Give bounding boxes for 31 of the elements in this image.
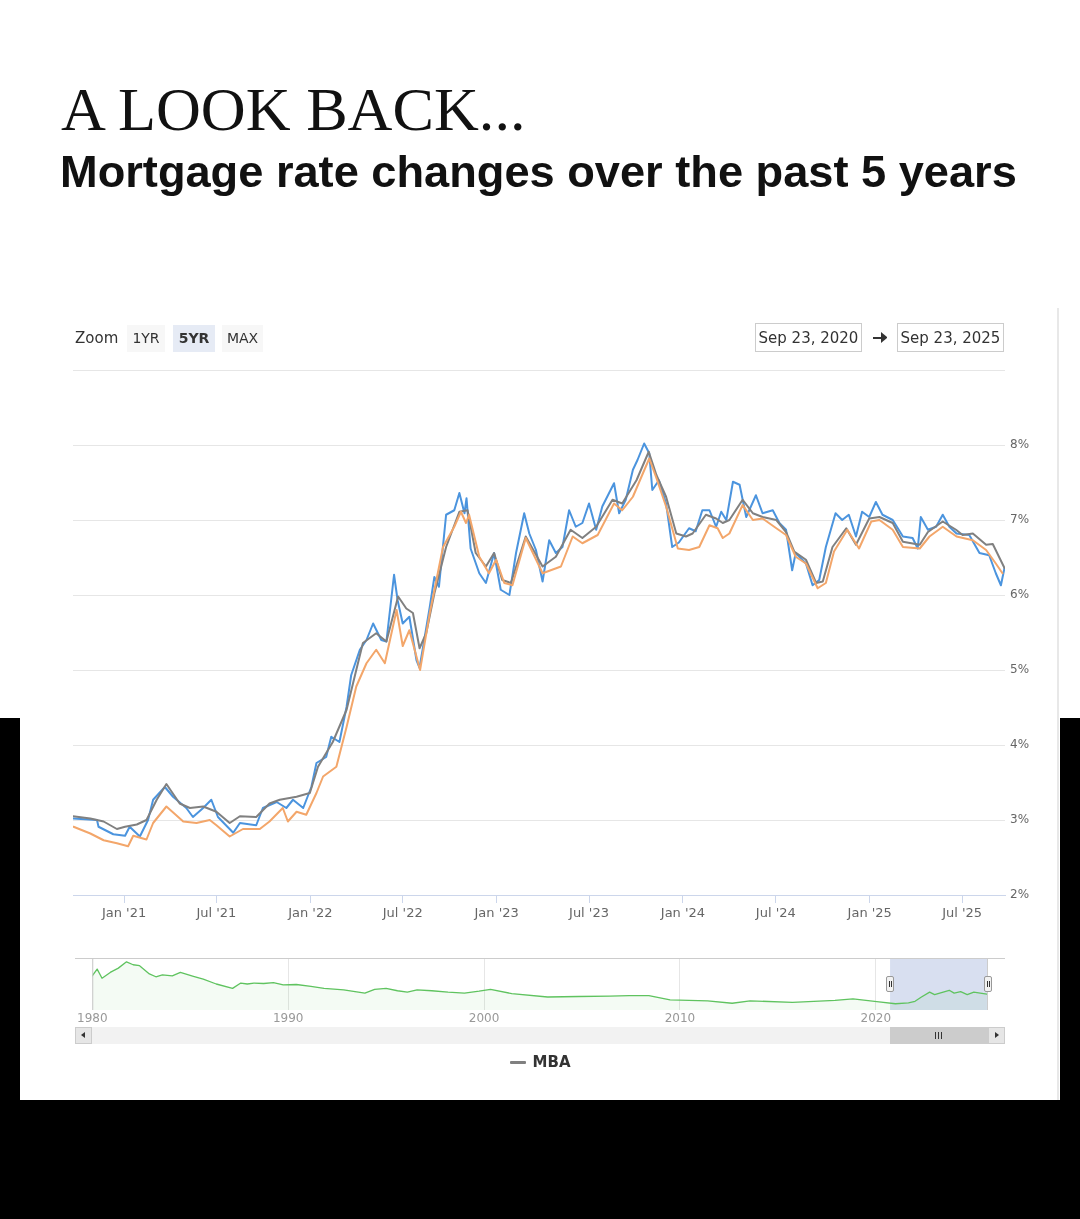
date-field: Sep 23, 2025 [897,323,1004,352]
x-tick-label: 2010 [664,1011,696,1026]
y-tick-label: 5% [1010,662,1030,677]
y-tick-label: 8% [1010,437,1030,452]
x-tick-label: Jan '24 [659,905,706,921]
text: Zoom [75,328,119,348]
x-tick-label: 1990 [272,1011,304,1026]
chart-title: A LOOK BACK... [61,74,526,143]
y-tick-label: 3% [1010,812,1030,827]
x-tick-label: 2020 [860,1011,892,1026]
y-tick-label: 7% [1010,512,1030,527]
x-tick-label: Jul '22 [381,905,423,921]
y-tick-label: 4% [1010,737,1030,752]
chart-subtitle: Mortgage rate changes over the past 5 years [60,145,1017,197]
x-tick-label: Jan '22 [287,905,333,921]
x-tick-label: Jul '23 [568,905,609,921]
x-tick-label: 1980 [77,1011,108,1026]
range-button: 1YR [127,325,165,352]
y-tick-label: 2% [1010,887,1030,902]
x-tick-label: Jul '21 [195,905,237,921]
x-tick-label: Jan '25 [846,905,892,921]
x-tick-label: Jul '24 [754,905,796,921]
x-tick-label: Jan '23 [473,905,519,921]
date-field: Sep 23, 2020 [755,323,862,352]
x-tick-label: Jan '21 [100,905,147,921]
legend-label: MBA [532,1052,571,1072]
range-button: MAX [222,325,263,352]
x-tick-label: Jul '25 [941,905,983,921]
x-tick-label: 2000 [468,1011,500,1026]
y-tick-label: 6% [1010,587,1030,602]
range-button: 5YR [173,325,215,352]
